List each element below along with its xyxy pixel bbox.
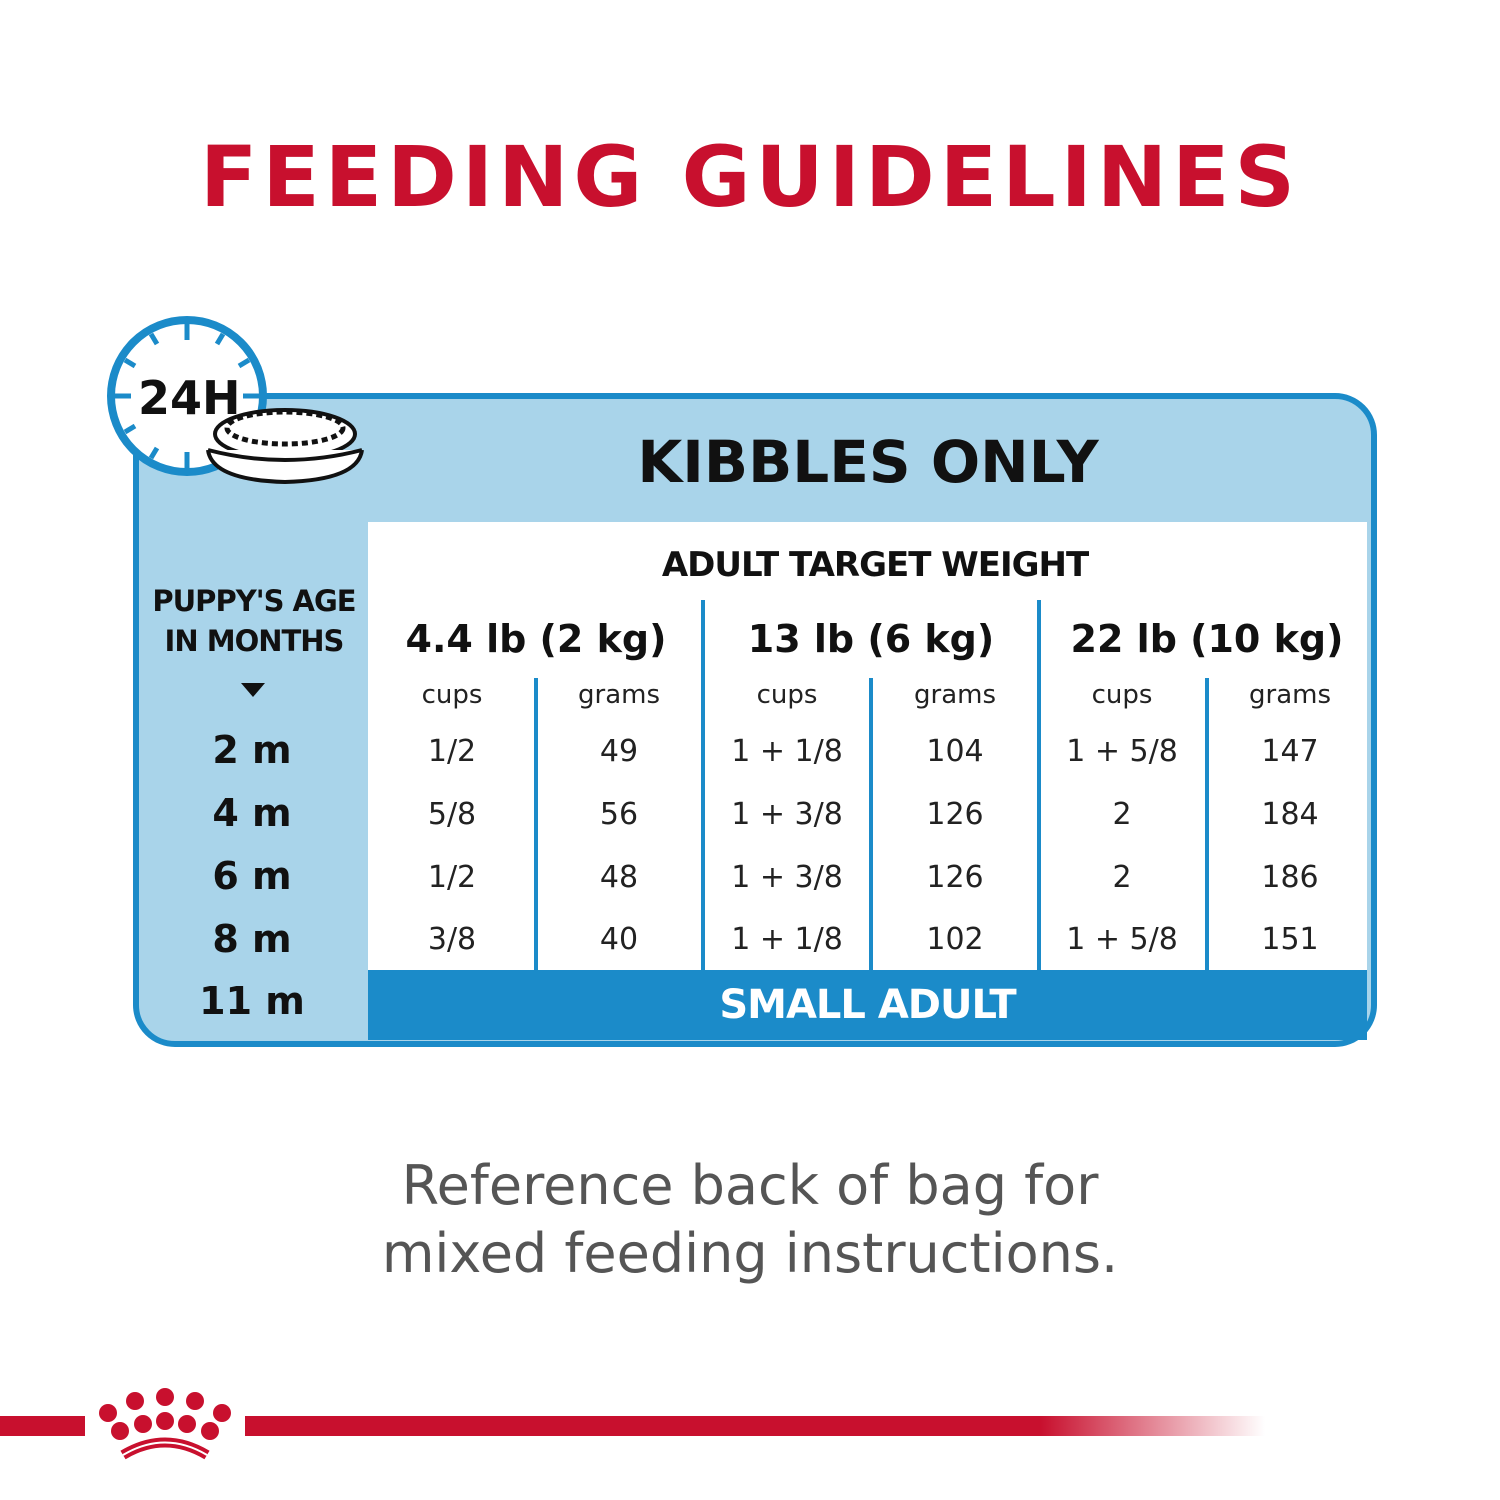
table-cell: 1/2	[427, 734, 477, 769]
table-cell: 126	[926, 797, 984, 832]
column-header-grams: grams	[578, 680, 660, 710]
table-cell: 48	[599, 860, 639, 895]
red-rule-left	[0, 1416, 85, 1436]
triangle-down-icon	[241, 683, 265, 697]
column-header-grams: grams	[1249, 680, 1331, 710]
table-cell: 5/8	[427, 797, 477, 832]
table-cell: 184	[1261, 797, 1319, 832]
section-title: KIBBLES ONLY	[637, 428, 1099, 496]
age-label-line1: PUPPY'S AGE	[152, 584, 356, 618]
group-divider	[1037, 600, 1041, 970]
table-cell: 2	[1112, 860, 1132, 895]
column-header-cups: cups	[421, 680, 483, 710]
footer-line1: Reference back of bag for	[401, 1154, 1099, 1217]
age-row-label: 2 m	[212, 728, 292, 772]
column-divider	[1205, 678, 1209, 970]
clock-icon: 24H	[107, 316, 364, 485]
table-cell: 1/2	[427, 860, 477, 895]
footer-note: Reference back of bag for mixed feeding …	[0, 1152, 1500, 1288]
column-header-cups: cups	[756, 680, 818, 710]
table-cell: 151	[1261, 922, 1319, 957]
column-divider	[534, 678, 538, 970]
final-stage-bar: SMALL ADULT	[368, 970, 1367, 1040]
table-cell: 1 + 1/8	[731, 734, 843, 769]
table-cell: 1 + 3/8	[731, 860, 843, 895]
weight-header: ADULT TARGET WEIGHT	[661, 545, 1089, 585]
red-rule-right	[245, 1416, 1265, 1436]
table-cell: 186	[1261, 860, 1319, 895]
crown-logo-icon	[99, 1388, 231, 1460]
group-divider	[701, 600, 705, 970]
table-cell: 126	[926, 860, 984, 895]
weight-group-header: 22 lb (10 kg)	[1070, 617, 1344, 661]
page-title: FEEDING GUIDELINES	[199, 128, 1301, 226]
age-row-label: 11 m	[199, 979, 305, 1023]
age-row-label: 6 m	[212, 854, 292, 898]
table-cell: 3/8	[427, 922, 477, 957]
food-bowl-icon	[206, 408, 364, 485]
weight-group-header: 4.4 lb (2 kg)	[405, 617, 667, 661]
table-cell: 1 + 1/8	[731, 922, 843, 957]
column-divider	[869, 678, 873, 970]
footer-line2: mixed feeding instructions.	[381, 1222, 1119, 1285]
table-cell: 1 + 5/8	[1066, 922, 1178, 957]
table-area	[368, 522, 1367, 971]
table-cell: 56	[599, 797, 639, 832]
age-row-label: 8 m	[212, 917, 292, 961]
table-cell: 2	[1112, 797, 1132, 832]
table-cell: 104	[926, 734, 984, 769]
weight-group-header: 13 lb (6 kg)	[747, 617, 995, 661]
table-cell: 40	[599, 922, 639, 957]
table-cell: 1 + 5/8	[1066, 734, 1178, 769]
column-header-cups: cups	[1091, 680, 1153, 710]
clock-label: 24H	[138, 371, 241, 425]
column-header-grams: grams	[914, 680, 996, 710]
table-cell: 147	[1261, 734, 1319, 769]
age-label-line2: IN MONTHS	[164, 624, 345, 658]
table-cell: 49	[599, 734, 639, 769]
table-cell: 1 + 3/8	[731, 797, 843, 832]
table-cell: 102	[926, 922, 984, 957]
age-row-label: 4 m	[212, 791, 292, 835]
